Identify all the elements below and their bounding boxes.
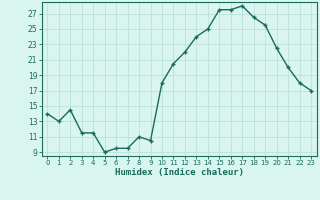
- X-axis label: Humidex (Indice chaleur): Humidex (Indice chaleur): [115, 168, 244, 177]
